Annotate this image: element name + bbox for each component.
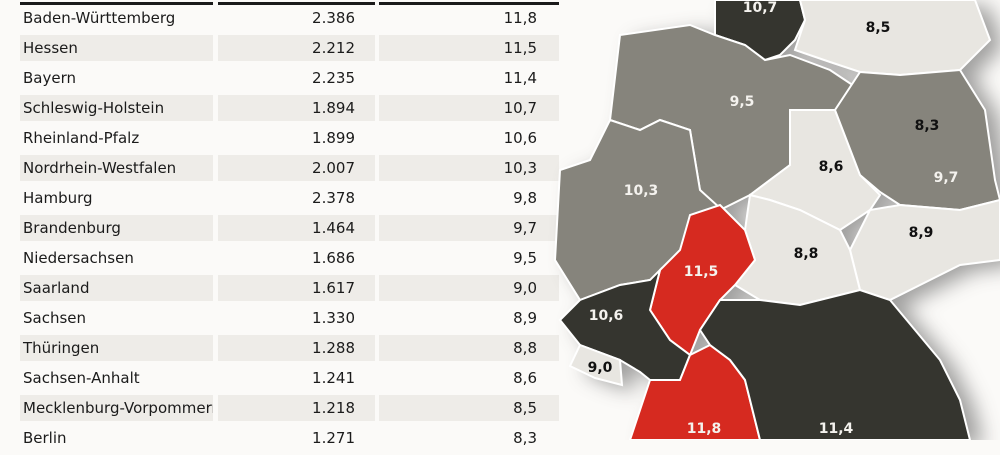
table-row: Baden-Württemberg 2.386 11,8 (20, 5, 559, 35)
state-name: Hessen (20, 35, 213, 61)
value-1: 2.378 (312, 189, 355, 207)
value-2: 8,5 (379, 395, 559, 421)
value-2: 10,7 (379, 95, 559, 121)
state-name: Mecklenburg-Vorpommern (20, 395, 213, 421)
state-name: Saarland (20, 275, 213, 301)
map-label: 11,5 (684, 264, 719, 280)
state-name: Niedersachsen (23, 249, 134, 267)
value-1: 1.464 (218, 215, 375, 241)
state-name: Thüringen (20, 335, 213, 361)
map-label: 8,6 (819, 159, 844, 175)
value-2: 8,9 (513, 309, 537, 327)
map-label: 8,5 (866, 20, 891, 36)
table-row: Schleswig-Holstein 1.894 10,7 (20, 95, 559, 125)
map-label: 8,3 (915, 118, 940, 134)
state-name: Sachsen-Anhalt (23, 369, 140, 387)
map-label: 10,3 (624, 183, 659, 199)
table-row: Bayern 2.235 11,4 (20, 65, 559, 95)
table-row: Hamburg 2.378 9,8 (20, 185, 559, 215)
state-name: Rheinland-Pfalz (23, 129, 140, 147)
value-2: 11,8 (503, 9, 537, 27)
value-2: 10,6 (503, 129, 537, 147)
header-rule-value1 (218, 2, 375, 5)
value-2: 11,5 (379, 35, 559, 61)
table-row: Hessen 2.212 11,5 (20, 35, 559, 65)
value-1: 1.617 (218, 275, 375, 301)
state-name: Baden-Württemberg (23, 9, 176, 27)
table-row: Rheinland-Pfalz 1.899 10,6 (20, 125, 559, 155)
map-label: 9,0 (588, 360, 613, 376)
table-row: Thüringen 1.288 8,8 (20, 335, 559, 365)
map-region-bayern (698, 288, 972, 440)
map-region-saarland (568, 343, 624, 387)
value-1: 1.330 (312, 309, 355, 327)
table-row: Sachsen 1.330 8,9 (20, 305, 559, 335)
table-row: Saarland 1.617 9,0 (20, 275, 559, 305)
state-name: Sachsen (23, 309, 87, 327)
map-label: 8,8 (794, 246, 819, 262)
value-2: 9,7 (379, 215, 559, 241)
table-row: Brandenburg 1.464 9,7 (20, 215, 559, 245)
value-1: 2.386 (312, 9, 355, 27)
header-rule-value2 (379, 2, 559, 5)
map-label: 8,9 (909, 225, 934, 241)
map-region-mecklenburg-vorpommern (793, 0, 992, 77)
value-1: 1.288 (218, 335, 375, 361)
value-2: 10,3 (379, 155, 559, 181)
value-2: 8,6 (513, 369, 537, 387)
table-row: Niedersachsen 1.686 9,5 (20, 245, 559, 275)
map-label: 10,7 (743, 0, 778, 16)
value-2: 8,8 (379, 335, 559, 361)
value-1: 1.218 (218, 395, 375, 421)
map-label: 10,6 (589, 308, 624, 324)
value-1: 1.241 (312, 369, 355, 387)
state-name: Nordrhein-Westfalen (20, 155, 213, 181)
germany-map: 10,7 8,5 9,5 8,3 8,6 9,7 10,3 8,9 8,8 11,5 10,6 9,0… (553, 0, 1000, 440)
table-row: Mecklenburg-Vorpommern 1.218 8,5 (20, 395, 559, 425)
header-rule-name (20, 2, 213, 5)
value-2: 9,8 (513, 189, 537, 207)
map-label: 9,5 (730, 94, 755, 110)
map-label: 11,4 (819, 421, 854, 437)
map-label: 11,8 (687, 421, 722, 437)
value-1: 2.212 (218, 35, 375, 61)
state-name: Schleswig-Holstein (20, 95, 213, 121)
value-2: 11,4 (503, 69, 537, 87)
value-1: 2.235 (312, 69, 355, 87)
state-name: Bayern (23, 69, 76, 87)
map-label: 9,7 (934, 170, 959, 186)
table-row: Sachsen-Anhalt 1.241 8,6 (20, 365, 559, 395)
table-row: Nordrhein-Westfalen 2.007 10,3 (20, 155, 559, 185)
value-1: 1.894 (218, 95, 375, 121)
value-1: 2.007 (218, 155, 375, 181)
value-2: 9,5 (513, 249, 537, 267)
state-name: Hamburg (23, 189, 93, 207)
value-2: 9,0 (379, 275, 559, 301)
state-name: Brandenburg (20, 215, 213, 241)
value-1: 1.686 (312, 249, 355, 267)
value-1: 1.899 (312, 129, 355, 147)
